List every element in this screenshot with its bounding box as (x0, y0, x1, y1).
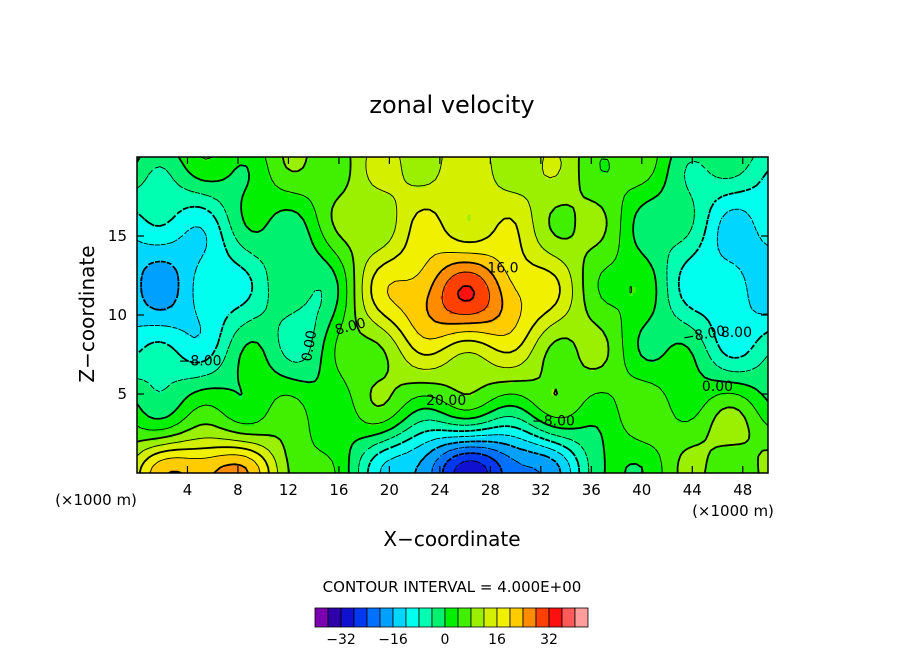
chart-title: zonal velocity (369, 91, 534, 119)
velocity-field (137, 157, 769, 474)
contour-figure: zonal velocity 16.08.000.00−8.00−8.008.0… (0, 0, 904, 654)
